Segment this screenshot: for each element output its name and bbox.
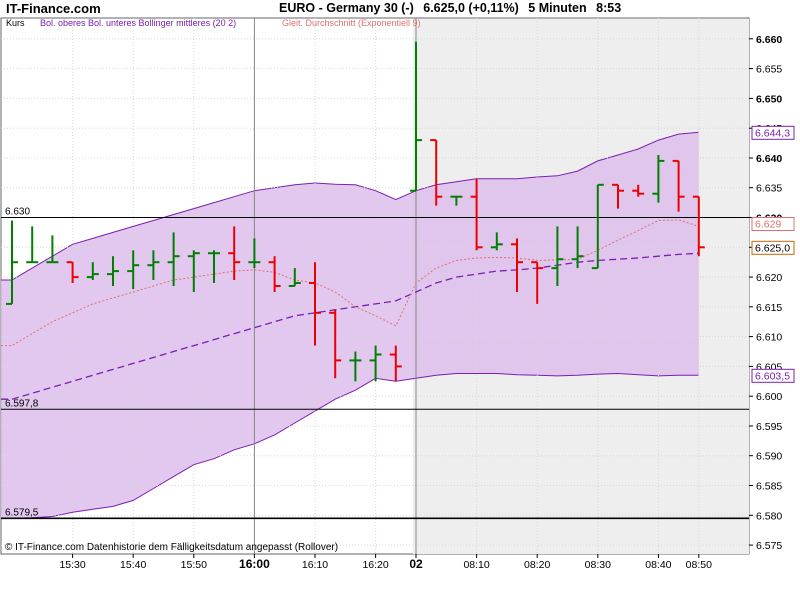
footer-note: © IT-Finance.com Datenhistorie dem Fälli… bbox=[5, 542, 338, 553]
ohlc-bar-10 bbox=[208, 250, 220, 283]
ohlc-bar-32 bbox=[652, 155, 665, 203]
x-tick-label-6: 02 bbox=[409, 557, 423, 571]
header-bar: IT-Finance.com EURO - Germany 30 (-) 6.6… bbox=[0, 0, 800, 17]
current-quote: 6.625,0 (+0,11%) bbox=[423, 1, 519, 15]
ohlc-bar-7 bbox=[147, 250, 160, 280]
level-label-2: 6.579,5 bbox=[5, 507, 39, 518]
ohlc-bar-27 bbox=[551, 226, 564, 286]
ohlc-bar-21 bbox=[430, 139, 443, 206]
right-label-text-2: 6.625,0 bbox=[755, 242, 790, 254]
ohlc-bar-5 bbox=[107, 256, 119, 286]
right-label-box-0 bbox=[751, 125, 795, 140]
ohlc-bar-34 bbox=[692, 195, 705, 257]
right-label-box-1 bbox=[751, 217, 795, 231]
ohlc-bar-30 bbox=[612, 183, 624, 209]
right-value-labels: 6.644,3 6.629 6.625,0 6.603,5 bbox=[751, 125, 795, 383]
ohlc-bar-13 bbox=[268, 256, 281, 292]
ohlc-bar-12 bbox=[248, 238, 261, 269]
ohlc-bar-14 bbox=[288, 268, 301, 287]
bollinger-lower-line bbox=[1, 372, 699, 519]
x-tick-label-5: 16:20 bbox=[362, 559, 388, 571]
interval-label: 5 Minuten bbox=[528, 1, 587, 15]
ohlc-bar-8 bbox=[167, 232, 180, 286]
x-tick-label-10: 08:40 bbox=[645, 559, 671, 571]
y-tick-label-0: 6.575 bbox=[756, 540, 782, 552]
legend-bollinger: Bol. oberes Bol. unteres Bollinger mittl… bbox=[40, 18, 236, 28]
y-tick-label-1: 6.580 bbox=[756, 510, 782, 522]
ohlc-bar-15 bbox=[309, 262, 321, 346]
y-tick-label-15: 6.650 bbox=[756, 93, 782, 105]
ohlc-bar-24 bbox=[490, 232, 503, 251]
right-label-box-2 bbox=[751, 240, 795, 255]
legend-ema: Gleit. Durchschnitt (Exponentiell 9) bbox=[282, 18, 421, 28]
horizontal-levels: 6.630 6.597,8 6.579,5 bbox=[1, 207, 749, 520]
x-axis: 15:30 15:40 15:50 16:00 16:10 16:20 02 08:10 08:… bbox=[59, 554, 712, 571]
ohlc-bar-4 bbox=[86, 262, 99, 280]
y-tick-label-8: 6.615 bbox=[756, 302, 782, 314]
level-label-1: 6.597,8 bbox=[5, 398, 39, 409]
ohlc-bar-0 bbox=[6, 220, 18, 305]
x-tick-label-7: 08:10 bbox=[463, 559, 489, 571]
ohlc-bar-26 bbox=[531, 261, 544, 304]
right-label-text-1: 6.629 bbox=[755, 219, 781, 231]
ohlc-bar-25 bbox=[511, 238, 523, 292]
x-tick-label-9: 08:30 bbox=[585, 559, 611, 571]
ohlc-bar-2 bbox=[46, 235, 59, 264]
y-tick-label-12: 6.635 bbox=[756, 183, 782, 195]
x-tick-label-8: 08:20 bbox=[524, 559, 550, 571]
legend-kurs: Kurs bbox=[6, 18, 25, 28]
ohlc-bar-22 bbox=[450, 195, 463, 206]
y-tick-label-13: 6.640 bbox=[756, 153, 782, 165]
instrument-name: EURO - Germany 30 (-) bbox=[279, 1, 414, 15]
ohlc-bar-20 bbox=[410, 41, 422, 192]
x-tick-label-2: 15:50 bbox=[181, 559, 207, 571]
bollinger-band bbox=[1, 131, 699, 519]
ohlc-bar-9 bbox=[187, 250, 200, 292]
ohlc-bar-6 bbox=[127, 250, 140, 289]
ohlc-bar-19 bbox=[389, 345, 402, 382]
y-tick-label-9: 6.620 bbox=[756, 272, 782, 284]
ohlc-bar-23 bbox=[470, 178, 483, 251]
bollinger-middle-line bbox=[1, 252, 699, 400]
x-tick-label-11: 08:50 bbox=[686, 559, 712, 571]
level-label-0: 6.630 bbox=[5, 207, 30, 218]
x-tick-label-1: 15:40 bbox=[120, 559, 146, 571]
bollinger-upper-line bbox=[1, 131, 699, 281]
ema-line bbox=[1, 219, 699, 347]
indicator-lines bbox=[1, 219, 699, 400]
x-tick-label-3: 16:00 bbox=[239, 557, 270, 571]
y-tick-label-3: 6.590 bbox=[756, 451, 782, 463]
brand-logo-text: IT-Finance.com bbox=[6, 1, 101, 16]
ohlc-bar-31 bbox=[632, 184, 645, 197]
y-tick-label-17: 6.660 bbox=[756, 34, 782, 46]
y-tick-label-4: 6.595 bbox=[756, 421, 782, 433]
right-label-text-3: 6.603,5 bbox=[755, 370, 790, 382]
ohlc-bar-3 bbox=[66, 261, 79, 283]
y-tick-label-5: 6.600 bbox=[756, 391, 782, 403]
y-tick-label-2: 6.585 bbox=[756, 481, 782, 493]
ohlc-bar-1 bbox=[26, 226, 39, 264]
ohlc-bar-28 bbox=[571, 226, 584, 269]
quote-time: 8:53 bbox=[596, 1, 622, 15]
y-tick-label-7: 6.610 bbox=[756, 332, 782, 344]
right-label-box-3 bbox=[751, 368, 795, 383]
y-axis: 6.5756.5806.5856.5906.5956.6006.6056.610… bbox=[749, 34, 782, 552]
ohlc-bar-11 bbox=[228, 226, 241, 280]
x-tick-label-0: 15:30 bbox=[59, 559, 85, 571]
ohlc-bar-17 bbox=[349, 351, 362, 382]
ohlc-bar-29 bbox=[591, 183, 604, 270]
chart-title: EURO - Germany 30 (-) 6.625,0 (+0,11%) 5… bbox=[279, 1, 627, 15]
x-tick-label-4: 16:10 bbox=[302, 559, 328, 571]
ohlc-bar-16 bbox=[329, 309, 342, 379]
y-tick-label-16: 6.655 bbox=[756, 64, 782, 76]
ohlc-bar-18 bbox=[369, 345, 382, 382]
ohlc-bar-33 bbox=[672, 159, 685, 212]
right-label-text-0: 6.644,3 bbox=[755, 127, 790, 139]
ohlc-bars bbox=[6, 41, 705, 382]
bollinger-band-fill bbox=[1, 132, 699, 519]
